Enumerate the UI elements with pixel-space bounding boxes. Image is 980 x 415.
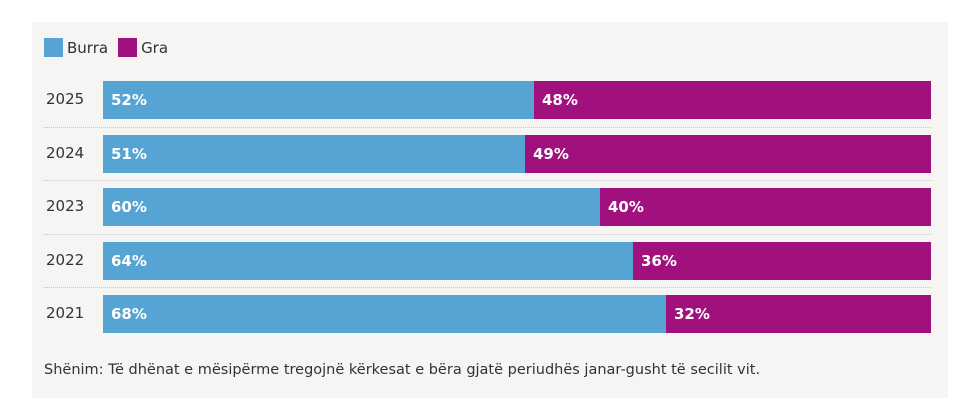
data-label: 52% xyxy=(111,91,147,109)
data-label: 32% xyxy=(674,305,710,323)
legend-label-burra: Burra xyxy=(67,38,109,57)
bar-segment-burra: 68% xyxy=(103,295,666,333)
bar-segment-gra: 49% xyxy=(525,134,931,173)
data-label: 40% xyxy=(608,198,644,216)
bar-segment-burra: 51% xyxy=(103,134,525,173)
row-separator xyxy=(44,180,932,181)
bar-segment-burra: 64% xyxy=(103,241,633,280)
row-separator xyxy=(44,126,932,128)
category-label: 2022 xyxy=(46,250,85,269)
legend-item-burra: Burra xyxy=(44,38,108,57)
bar-segment-gra: 48% xyxy=(534,81,931,119)
data-label: 48% xyxy=(542,91,578,109)
bar-segment-burra: 60% xyxy=(103,188,600,226)
legend-swatch-gra xyxy=(118,38,138,57)
data-label: 49% xyxy=(533,144,569,163)
bar-row-2021: 2021 68% 32% xyxy=(44,295,932,335)
chart-note: Shënim: Të dhënat e mësipërme tregojnë k… xyxy=(44,362,761,378)
bar-segment-gra: 36% xyxy=(633,241,931,280)
bar-row-2024: 2024 51% 49% xyxy=(44,134,932,175)
legend: Burra Gra xyxy=(44,38,178,57)
legend-label-gra: Gra xyxy=(141,38,169,57)
bar-row-2023: 2023 60% 40% xyxy=(44,188,932,228)
data-label: 60% xyxy=(111,198,147,216)
bar-segment-burra: 52% xyxy=(103,81,534,119)
category-label: 2023 xyxy=(46,197,85,215)
data-label: 51% xyxy=(111,144,147,163)
category-label: 2024 xyxy=(46,143,85,162)
row-separator xyxy=(44,287,932,288)
bar-segment-gra: 40% xyxy=(600,188,931,226)
data-label: 64% xyxy=(111,251,147,270)
category-label: 2021 xyxy=(46,304,85,322)
row-separator xyxy=(44,233,932,235)
category-label: 2025 xyxy=(46,90,85,108)
data-label: 36% xyxy=(641,251,677,270)
bar-segment-gra: 32% xyxy=(666,295,931,333)
data-label: 68% xyxy=(111,305,147,323)
legend-swatch-burra xyxy=(44,38,63,57)
bar-row-2025: 2025 52% 48% xyxy=(44,81,932,121)
bar-row-2022: 2022 64% 36% xyxy=(44,241,932,282)
legend-item-gra: Gra xyxy=(118,38,168,57)
